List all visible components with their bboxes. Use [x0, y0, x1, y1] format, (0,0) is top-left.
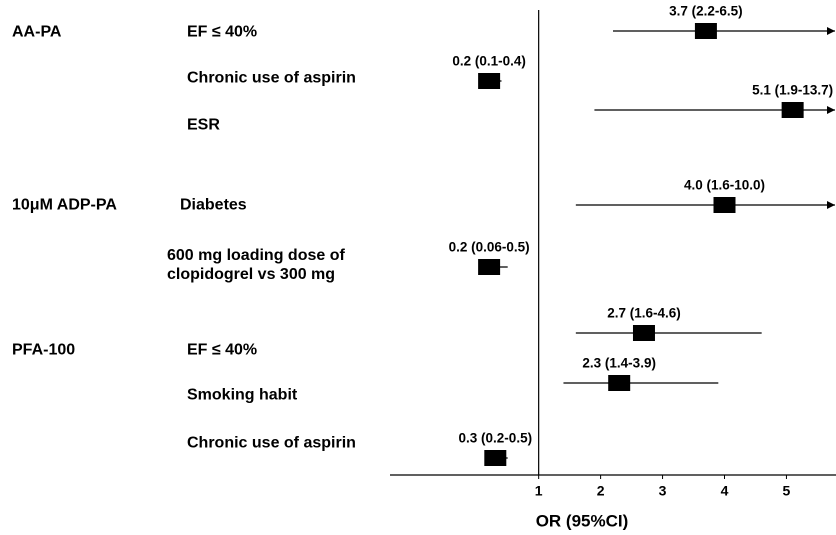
row-label: EF ≤ 40% [187, 341, 258, 359]
row-label: Diabetes [180, 196, 247, 214]
row-label: Chronic use of aspirin [187, 434, 356, 452]
estimate-marker [632, 325, 655, 341]
estimate-marker [478, 73, 501, 89]
x-tick-label: 3 [659, 483, 667, 499]
x-tick-label: 2 [597, 483, 605, 499]
value-label: 3.7 (2.2-6.5) [669, 4, 743, 19]
row-label: Chronic use of aspirin [187, 69, 356, 87]
ci-arrow [827, 201, 835, 209]
value-label: 0.2 (0.06-0.5) [449, 240, 530, 255]
group-label: 10μM ADP-PA [12, 196, 117, 214]
x-tick-label: 1 [535, 483, 543, 499]
row-label: EF ≤ 40% [187, 23, 258, 41]
value-label: 4.0 (1.6-10.0) [684, 178, 765, 193]
estimate-marker [781, 102, 804, 118]
value-label: 0.2 (0.1-0.4) [452, 54, 526, 69]
row-label: ESR [187, 116, 220, 134]
x-tick-label: 4 [721, 483, 729, 499]
value-label: 0.3 (0.2-0.5) [459, 431, 533, 446]
estimate-marker [713, 197, 736, 213]
row-label: 600 mg loading dose of clopidogrel vs 30… [167, 247, 345, 283]
estimate-marker [478, 259, 501, 275]
x-axis-label: OR (95%CI) [536, 511, 629, 530]
value-label: 5.1 (1.9-13.7) [752, 83, 833, 98]
estimate-marker [608, 375, 631, 391]
value-label: 2.3 (1.4-3.9) [582, 356, 656, 371]
estimate-marker [694, 23, 717, 39]
ci-arrow [827, 27, 835, 35]
group-label: AA-PA [12, 23, 62, 41]
estimate-marker [484, 450, 507, 466]
ci-arrow [827, 106, 835, 114]
x-tick-label: 5 [783, 483, 791, 499]
group-label: PFA-100 [12, 341, 76, 359]
value-label: 2.7 (1.6-4.6) [607, 306, 681, 321]
row-label: Smoking habit [187, 386, 298, 404]
